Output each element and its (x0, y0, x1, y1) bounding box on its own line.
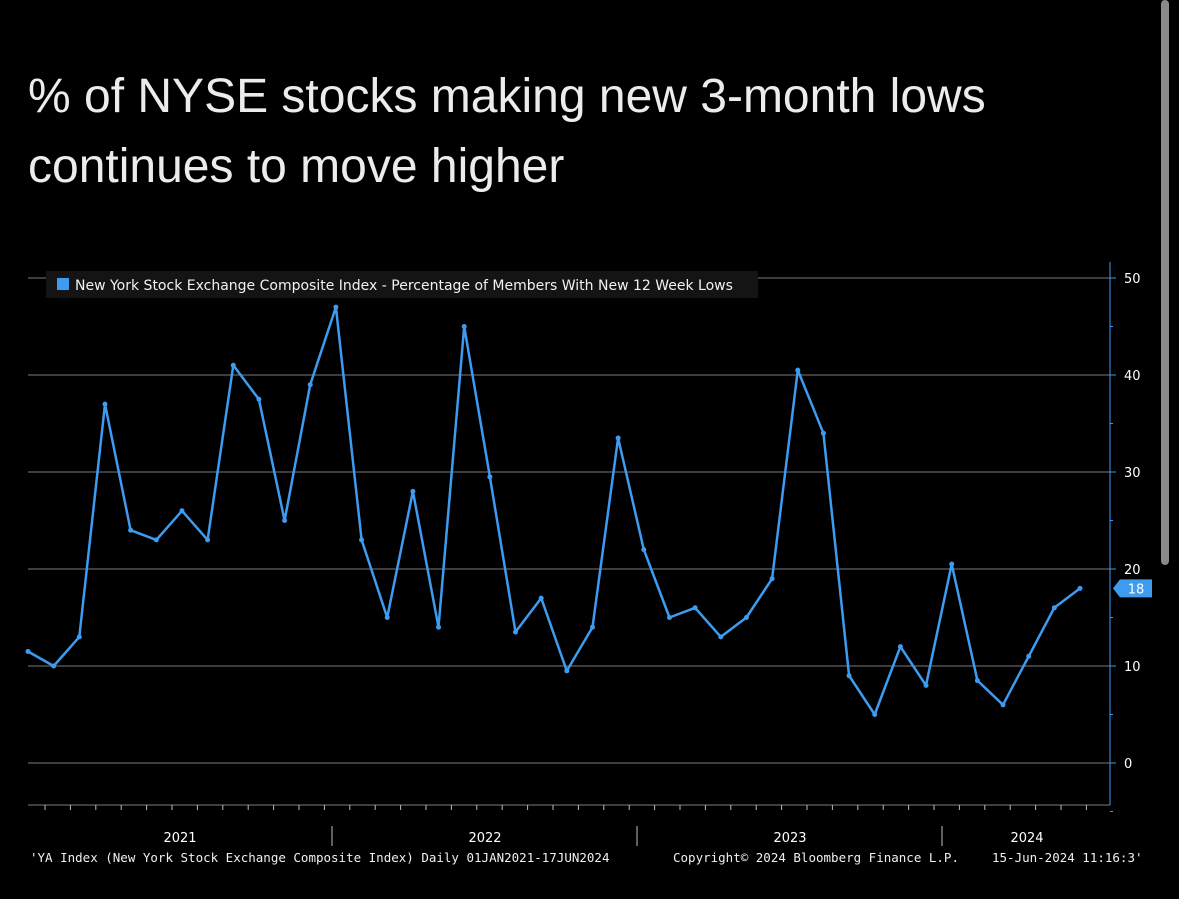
data-point (820, 430, 826, 436)
y-tick-label: 0 (1124, 757, 1132, 772)
data-point (230, 362, 236, 368)
data-point (76, 634, 82, 640)
data-point (846, 673, 852, 679)
data-point (1077, 585, 1083, 591)
data-point (179, 508, 185, 514)
data-point (923, 682, 929, 688)
x-axis: 2021 2022 2023 2024 (44, 805, 1087, 846)
data-point (897, 644, 903, 650)
y-tick-label: 30 (1124, 466, 1141, 481)
y-tick-label: 20 (1124, 563, 1141, 578)
y-tick-label: 10 (1124, 660, 1141, 675)
data-point (51, 663, 57, 669)
data-point (205, 537, 211, 543)
data-point (743, 615, 749, 620)
y-tick-label: 50 (1124, 272, 1141, 287)
data-point (436, 624, 442, 630)
data-point (666, 615, 672, 620)
data-point (564, 668, 570, 674)
last-value-marker: 18 (1113, 579, 1152, 598)
last-value-label: 18 (1128, 582, 1145, 597)
y-tick-label: 40 (1124, 369, 1141, 384)
data-point (128, 527, 134, 533)
series-line-0 (27, 305, 1081, 716)
data-point (795, 367, 801, 373)
data-point (1000, 702, 1006, 708)
data-point (333, 304, 339, 310)
footer-timestamp: 15-Jun-2024 11:16:3' (992, 850, 1143, 865)
legend-background (46, 271, 758, 298)
data-point (307, 382, 313, 388)
legend: New York Stock Exchange Composite Index … (46, 271, 758, 298)
x-tick-label: 2023 (773, 831, 806, 846)
footer-copyright: Copyright© 2024 Bloomberg Finance L.P. (673, 850, 959, 865)
x-tick-label: 2022 (468, 831, 501, 846)
data-point (487, 474, 493, 480)
data-point (25, 648, 31, 654)
x-tick-label: 2024 (1010, 831, 1043, 846)
chart-footer: 'YA Index (New York Stock Exchange Compo… (30, 850, 1143, 865)
data-point (974, 678, 980, 684)
data-point (410, 488, 416, 494)
legend-label: New York Stock Exchange Composite Index … (75, 278, 733, 294)
data-point (256, 396, 262, 402)
grid-lines (28, 277, 1110, 806)
data-point (384, 615, 390, 620)
last-value-badge (1113, 579, 1152, 598)
x-tick-label: 2021 (163, 831, 196, 846)
data-point (641, 547, 647, 553)
data-point (153, 537, 159, 543)
data-point (102, 401, 108, 407)
data-point (872, 712, 878, 717)
data-point (513, 629, 519, 635)
data-point (949, 561, 955, 567)
data-point (589, 624, 595, 630)
scrollbar[interactable] (1161, 0, 1169, 565)
data-point (615, 435, 621, 441)
series-layer (25, 304, 1083, 717)
data-point (359, 537, 365, 543)
data-point (282, 518, 288, 523)
data-point (769, 576, 775, 582)
data-point (461, 324, 467, 329)
data-point (1026, 653, 1032, 659)
legend-swatch (57, 278, 69, 290)
data-point (538, 595, 544, 601)
post-title: % of NYSE stocks making new 3-month lows… (28, 70, 986, 193)
y-axis: 0 10 20 30 40 50 (1109, 262, 1141, 812)
footer-source: 'YA Index (New York Stock Exchange Compo… (30, 850, 609, 865)
data-point (1051, 605, 1057, 611)
data-point (692, 605, 698, 611)
data-point (718, 634, 724, 640)
